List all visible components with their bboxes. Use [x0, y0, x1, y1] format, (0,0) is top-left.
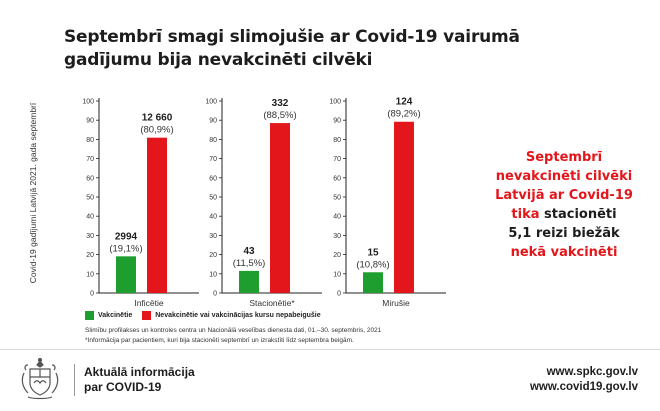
y-tick-label-2-10: 10: [333, 271, 341, 278]
y-tick-label-1-40: 40: [209, 214, 217, 221]
chart-title: Septembrī smagi slimojušie ar Covid-19 v…: [64, 26, 534, 72]
x-axis-label-0: Inficētie: [134, 298, 164, 308]
bar-unvaccinated-2: [394, 121, 414, 294]
y-tick-label-2-80: 80: [333, 137, 341, 144]
key-message-line-5: 5,1 reizi biežāk: [508, 226, 620, 241]
legend-swatch-vaccinated: [85, 311, 94, 320]
link-covid19[interactable]: www.covid19.gov.lv: [529, 381, 638, 393]
y-tick-label-0-50: 50: [86, 195, 94, 202]
y-tick-label-1-90: 90: [209, 118, 217, 125]
y-tick-label-2-60: 60: [333, 175, 341, 182]
y-tick-label-1-10: 10: [209, 271, 217, 278]
pct-label-unvaccinated-0: (80,9%): [140, 125, 173, 136]
pct-label-unvaccinated-1: (88,5%): [263, 110, 296, 121]
y-tick-label-0-100: 100: [82, 99, 94, 106]
y-tick-label-2-40: 40: [333, 214, 341, 221]
y-tick-label-0-80: 80: [86, 137, 94, 144]
y-tick-label-0-40: 40: [86, 214, 94, 221]
legend-label-vaccinated: Vakcinētie: [98, 312, 133, 319]
key-message-line-6: nekā vakcinēti: [510, 245, 618, 260]
bar-vaccinated-1: [239, 270, 259, 293]
y-tick-label-2-30: 30: [333, 233, 341, 240]
legend-item-unvaccinated: Nevakcinētie vai vakcinācijas kursu nepa…: [142, 311, 321, 320]
key-message-line-1: Septembrī: [525, 150, 603, 165]
key-message-line-4: tika stacionēti: [474, 205, 654, 224]
title-line-2: gadījumu bija nevakcinēti cilvēki: [64, 50, 373, 70]
count-label-unvaccinated-1: 332: [272, 98, 289, 109]
y-tick-label-1-60: 60: [209, 175, 217, 182]
count-label-unvaccinated-2: 124: [396, 97, 413, 108]
key-message-line-4-red: tika: [511, 207, 540, 222]
y-tick-label-1-20: 20: [209, 252, 217, 259]
y-tick-label-0-90: 90: [86, 118, 94, 125]
y-tick-label-1-70: 70: [209, 156, 217, 163]
footer-divider: [0, 349, 660, 350]
footer-links: www.spkc.gov.lv www.covid19.gov.lv: [530, 365, 638, 395]
legend: Vakcinētie Nevakcinētie vai vakcinācijas…: [85, 311, 331, 320]
y-tick-label-1-50: 50: [209, 195, 217, 202]
bar-unvaccinated-1: [270, 123, 290, 293]
footer-title: Aktuālā informācija par COVID-19: [84, 365, 195, 395]
y-tick-label-1-80: 80: [209, 137, 217, 144]
key-message-line-2: nevakcinēti cilvēki: [495, 169, 633, 184]
y-tick-label-0-70: 70: [86, 156, 94, 163]
footer-title-line-2: par COVID-19: [84, 380, 162, 394]
y-tick-label-0-20: 20: [86, 252, 94, 259]
bar-unvaccinated-0: [147, 137, 167, 293]
legend-swatch-unvaccinated: [142, 311, 152, 320]
y-tick-label-2-70: 70: [333, 156, 341, 163]
source-note: Slimību profilakses un kontroles centra …: [85, 326, 381, 345]
pct-label-vaccinated-1: (11,5%): [233, 258, 266, 269]
y-tick-label-0-0: 0: [90, 291, 94, 298]
y-tick-label-1-0: 0: [213, 291, 217, 298]
source-line-2: *Informācija par pacientiem, kuri bija s…: [85, 336, 354, 344]
y-tick-label-2-20: 20: [333, 252, 341, 259]
y-tick-label-2-100: 100: [329, 99, 341, 106]
key-message-line-4-dark: stacionēti: [544, 207, 617, 222]
latvia-coat-of-arms-icon: [21, 357, 59, 400]
source-line-1: Slimību profilakses un kontroles centra …: [85, 327, 382, 334]
pct-label-unvaccinated-2: (89,2%): [387, 109, 420, 120]
key-message: Septembrī nevakcinēti cilvēki Latvijā ar…: [474, 148, 654, 262]
count-label-vaccinated-1: 43: [243, 246, 255, 257]
y-tick-label-2-90: 90: [333, 118, 341, 125]
footer-separator: [74, 364, 75, 396]
y-tick-label-1-100: 100: [205, 99, 217, 106]
bar-vaccinated-0: [116, 256, 136, 293]
bar-vaccinated-2: [363, 272, 383, 293]
x-axis-label-2: Mirušie: [382, 298, 410, 308]
y-tick-label-2-50: 50: [333, 195, 341, 202]
y-tick-label-0-30: 30: [86, 233, 94, 240]
y-tick-label-0-10: 10: [86, 271, 94, 278]
y-tick-label-0-60: 60: [86, 175, 94, 182]
key-message-line-3: Latvijā ar Covid-19: [495, 188, 633, 203]
footer-title-line-1: Aktuālā informācija: [84, 365, 195, 379]
footer: [0, 350, 660, 411]
pct-label-vaccinated-0: (19,1%): [109, 243, 142, 254]
count-label-vaccinated-2: 15: [367, 247, 379, 258]
x-axis-label-1: Stacionētie*: [249, 298, 295, 308]
count-label-vaccinated-0: 2994: [115, 231, 138, 242]
count-label-unvaccinated-0: 12 660: [142, 113, 173, 124]
legend-label-unvaccinated: Nevakcinētie vai vakcinācijas kursu nepa…: [155, 312, 321, 319]
pct-label-vaccinated-2: (10,8%): [356, 259, 389, 270]
legend-item-vaccinated: Vakcinētie: [85, 311, 132, 320]
title-line-1: Septembrī smagi slimojušie ar Covid-19 v…: [64, 27, 520, 47]
y-tick-label-2-0: 0: [337, 291, 341, 298]
y-tick-label-1-30: 30: [209, 233, 217, 240]
link-spkc[interactable]: www.spkc.gov.lv: [546, 366, 638, 378]
